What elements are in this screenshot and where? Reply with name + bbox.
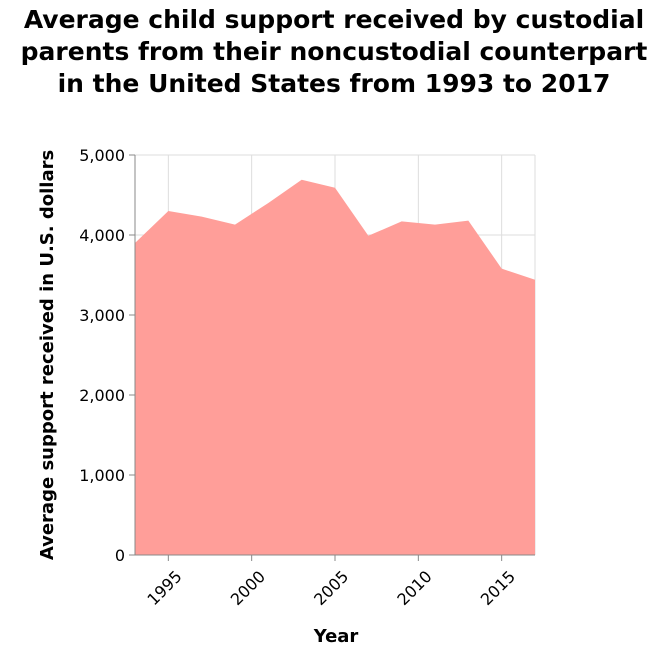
y-tick-label: 5,000 xyxy=(79,146,125,165)
x-tick-label: 1995 xyxy=(143,567,185,609)
chart-title-line-3: in the United States from 1993 to 2017 xyxy=(57,69,611,98)
x-tick-label: 2000 xyxy=(227,567,269,609)
area-series xyxy=(135,179,535,556)
chart-title-line-2: parents from their noncustodial counterp… xyxy=(20,37,648,66)
y-tick-label: 4,000 xyxy=(79,226,125,245)
x-tick-label: 2015 xyxy=(477,567,519,609)
x-tick-label: 2010 xyxy=(393,567,435,609)
y-tick-label: 3,000 xyxy=(79,306,125,325)
y-axis-label: Average support received in U.S. dollars xyxy=(37,150,58,560)
chart-title: Average child support received by custod… xyxy=(0,4,668,100)
x-axis-label: Year xyxy=(313,626,359,647)
y-tick-label: 0 xyxy=(115,546,125,565)
y-tick-label: 2,000 xyxy=(79,386,125,405)
x-tick-label: 2005 xyxy=(310,567,352,609)
chart-title-line-1: Average child support received by custod… xyxy=(23,5,645,34)
y-tick-label: 1,000 xyxy=(79,466,125,485)
area-layer xyxy=(135,179,535,556)
